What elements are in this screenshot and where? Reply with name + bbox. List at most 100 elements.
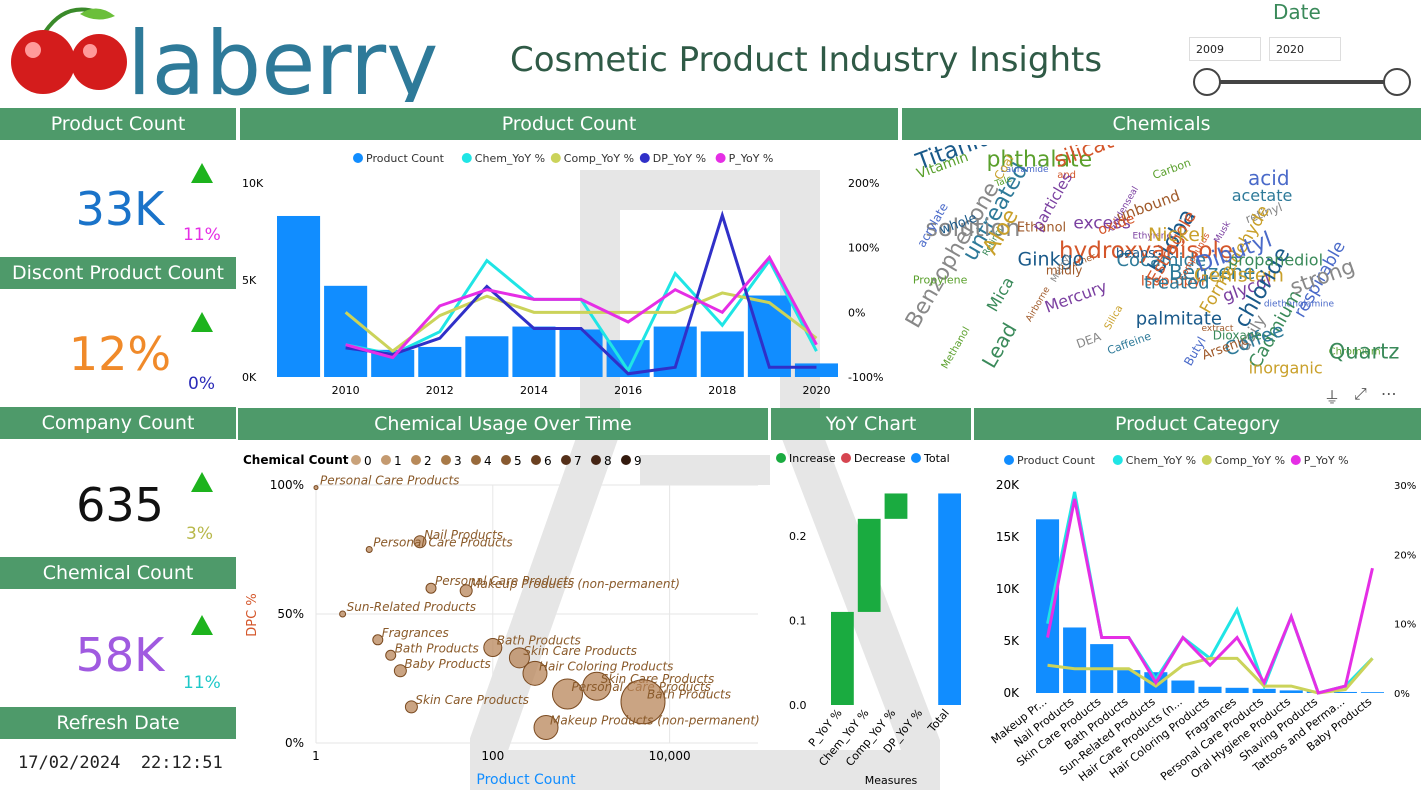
legend-label: Chem_YoY % [475,152,545,165]
wordcloud-word: Cocamide [1116,250,1206,271]
waterfall-bar [857,518,881,612]
x-tick: 2016 [614,384,642,397]
chemical-usage-chart: Chemical Count 0 1 2 3 4 5 6 7 8 9 0% 50% 100% 1 100 10,… [243,453,760,788]
discont-header: Discont Product Count [0,257,236,289]
up-arrow-icon [191,163,213,183]
legend-marker [621,455,631,465]
date-slider-end-handle[interactable] [1383,68,1411,96]
up-arrow-icon [191,472,213,492]
y-tick: 5K [1003,634,1020,648]
legend-marker [1290,455,1301,465]
y-tick: 5K [242,274,257,287]
discont-value: 12% [68,327,172,381]
bar [277,215,321,377]
legend-marker [531,455,541,465]
scatter-point [393,664,407,678]
y-axis-label: DPC % [245,593,260,636]
legend-marker [351,455,361,465]
wordcloud-word: Chromium [1329,346,1381,357]
company-header: Company Count [0,407,236,439]
refresh-value: 17/02/2024 22:12:51 [18,753,223,773]
legend-marker [411,455,421,465]
point-label: Nail Products [424,528,503,542]
legend-label: 0 [364,454,372,468]
series-line [1046,498,1374,695]
legend-marker [561,455,571,465]
x-tick: 1 [312,749,320,763]
legend-label: Decrease [854,452,906,465]
legend-label: 5 [514,454,522,468]
visual-toolbar: ⏚ ⤢ ⋯ [1324,384,1397,408]
y-tick: 100% [270,478,304,492]
wordcloud-word: inorganic [1249,359,1323,378]
legend-label: Chem_YoY % [1126,454,1196,467]
legend-label: Increase [789,452,836,465]
legend-label: DP_YoY % [653,152,706,165]
wordcloud-word: phthalate [986,147,1092,172]
scatter-point [483,638,503,658]
wordcloud-word: diethanolamine [1264,299,1335,309]
y-tick: 0.0 [789,699,807,712]
scatter-point [459,584,473,598]
wordcloud-word: Benzene [1169,260,1255,284]
more-icon[interactable]: ⋯ [1380,384,1397,403]
wordcloud-word: mildly [1046,264,1082,278]
x-tick: 2014 [520,384,548,397]
legend-title: Chemical Count [243,453,349,467]
page-title: Cosmetic Product Industry Insights [510,40,1103,80]
legend-label: Product Count [1017,454,1096,467]
chemical-header: Chemical Count [0,557,236,589]
legend-label: P_YoY % [729,152,774,165]
date-from-input[interactable]: 2009 [1189,37,1261,61]
date-slider-track[interactable] [1207,80,1397,84]
y-tick: 0K [242,371,257,384]
wordcloud-word: Genistein [1194,264,1284,286]
wordcloud-word: Caffeine [1106,329,1153,357]
legend-label: Comp_YoY % [1215,454,1285,467]
point-label: Personal Care Products [320,474,459,488]
point-label: Personal Care Products [373,536,512,550]
logo-text: laberry [127,12,438,102]
x-tick: 2018 [708,384,736,397]
x-tick: 10,000 [649,749,691,763]
point-label: Sun-Related Products [347,600,476,614]
product-category-chart: Product Count Chem_YoY % Comp_YoY % P_YoY %… [989,454,1417,784]
wordcloud-word: acid [1248,166,1290,190]
bar [1360,692,1384,693]
logo: laberry [5,2,445,115]
bar [1063,627,1087,693]
x-axis-label: Measures [865,774,918,787]
wordcloud-word: and [1057,170,1076,181]
legend-marker [911,453,921,463]
legend-label: P_YoY % [1304,454,1349,467]
filter-icon[interactable]: ⏚ [1324,388,1341,407]
focus-icon[interactable]: ⤢ [1354,384,1367,403]
bar [559,329,603,377]
y2-tick: 30% [1394,481,1416,492]
wordcloud-word: Silica [1103,304,1126,332]
legend-marker [841,453,851,463]
wordcloud-word: Lauramide [1001,165,1049,175]
wordcloud-word: Dioxane [1213,329,1262,343]
legend-label: 6 [544,454,552,468]
date-to-input[interactable]: 2020 [1269,37,1341,61]
legend-label: Comp_YoY % [564,152,634,165]
wordcloud-word: palmitate [1136,309,1222,330]
scatter-point [313,485,319,491]
waterfall-bar [831,611,854,705]
wordcloud-word: Propylene [913,273,968,286]
product-count-chart-header: Product Count [240,108,898,140]
legend-label: 1 [394,454,402,468]
bar [1198,686,1222,693]
wordcloud-word: DEA [1074,329,1103,351]
wordcloud-word: Mercury [1042,277,1109,317]
waterfall-bar [884,493,908,519]
bar [1171,680,1195,693]
date-slider-start-handle[interactable] [1193,68,1221,96]
bar [465,336,509,377]
category-header: Product Category [974,408,1421,440]
wordcloud-word: Ethanol [1017,220,1066,235]
y-tick: 0.1 [789,614,807,627]
